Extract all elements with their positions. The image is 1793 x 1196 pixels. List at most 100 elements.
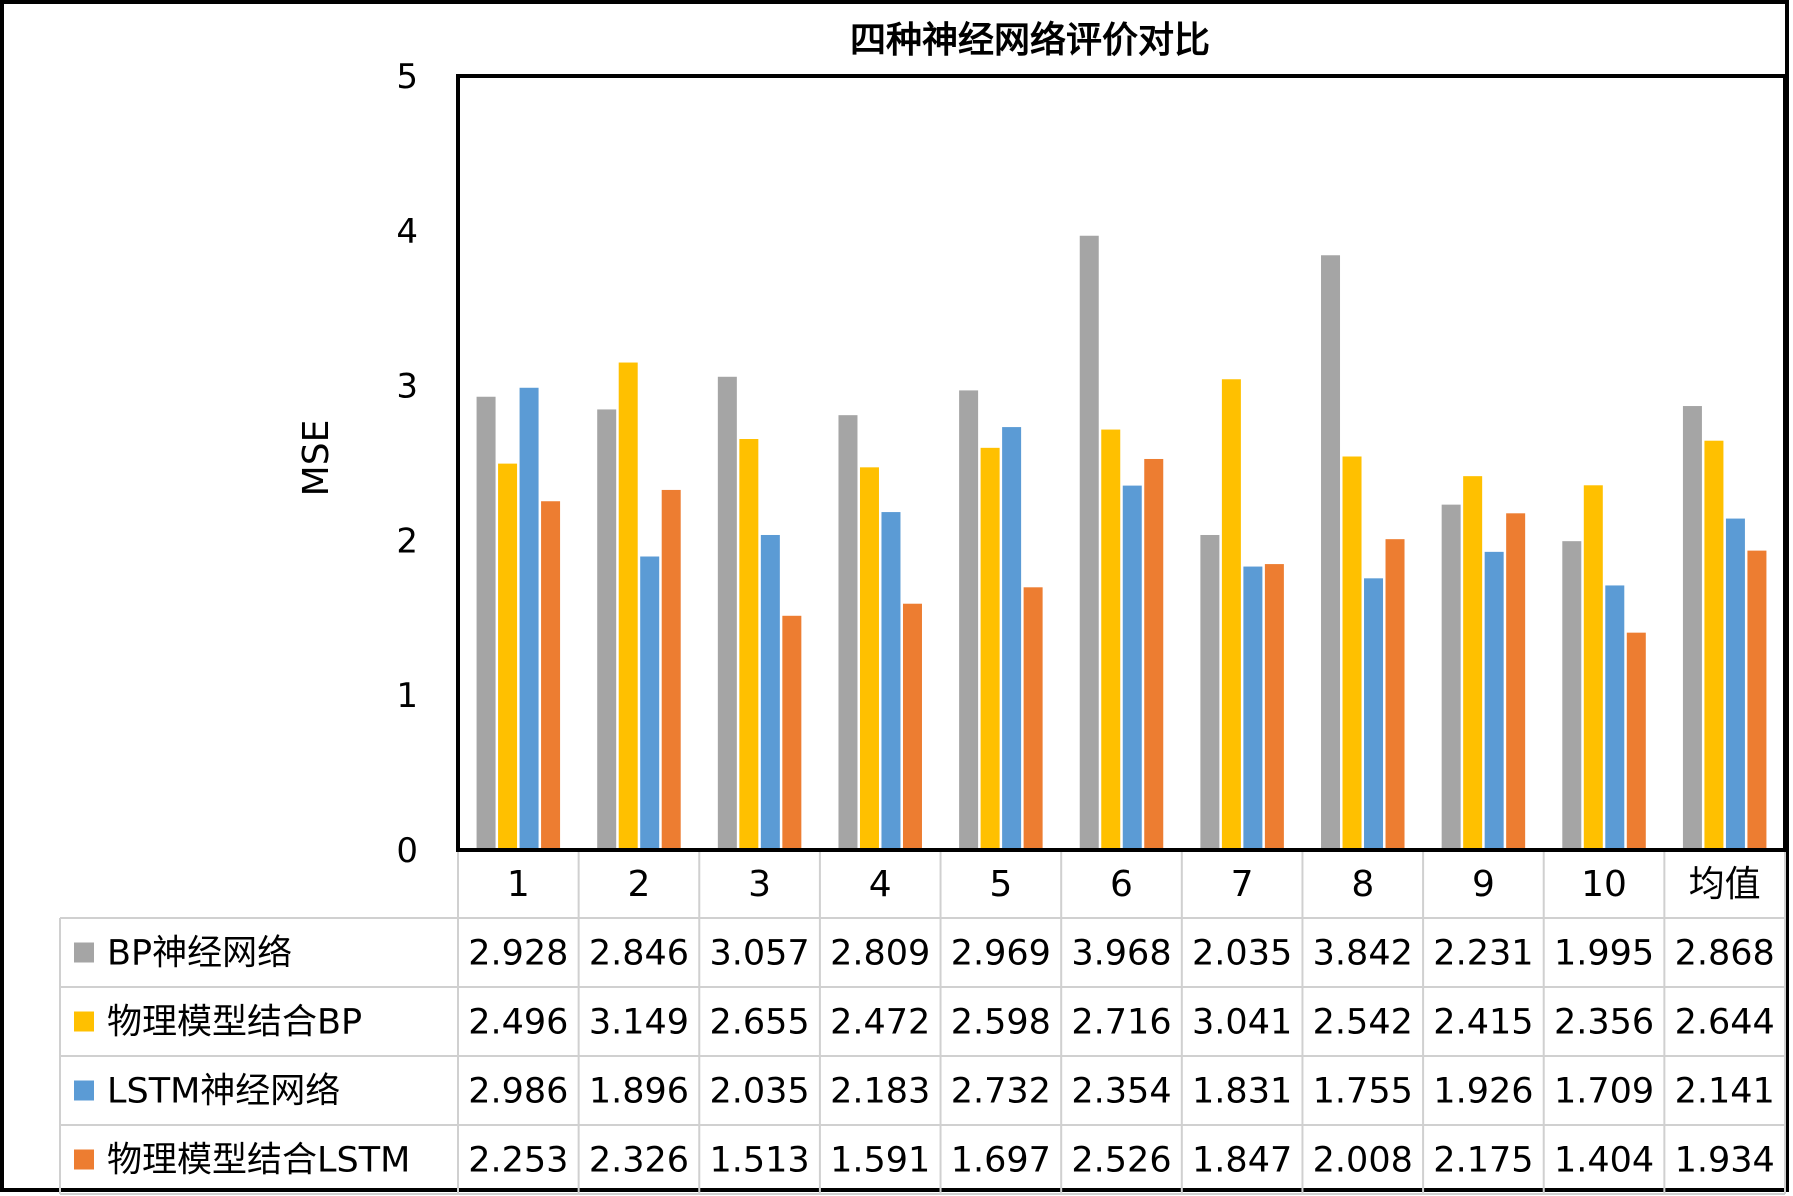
y-tick-labels: 0 1 2 3 4 5 xyxy=(396,57,418,871)
bar xyxy=(1200,534,1220,850)
bar xyxy=(1506,513,1526,850)
legend-key xyxy=(74,1011,94,1032)
legend-key xyxy=(74,1149,94,1170)
bar xyxy=(597,409,617,850)
data-label: 2.354 xyxy=(1071,1072,1171,1112)
bar xyxy=(1562,541,1582,850)
category-label: 10 xyxy=(1581,864,1627,905)
data-label: 2.986 xyxy=(468,1072,568,1112)
data-label: 2.644 xyxy=(1675,1003,1775,1043)
data-label: 2.809 xyxy=(830,934,930,974)
y-axis-label: MSE xyxy=(296,420,337,497)
data-label: 2.868 xyxy=(1675,934,1775,974)
category-label: 9 xyxy=(1472,864,1495,905)
bar xyxy=(859,467,879,850)
data-label: 2.732 xyxy=(951,1072,1051,1112)
data-label: 1.847 xyxy=(1192,1141,1292,1181)
bar xyxy=(541,501,561,850)
category-label: 4 xyxy=(869,864,892,905)
legend-key xyxy=(74,942,94,963)
category-label: 2 xyxy=(628,864,651,905)
data-label: 3.057 xyxy=(709,934,809,974)
bar xyxy=(1682,406,1702,850)
data-label: 2.231 xyxy=(1433,934,1533,974)
category-label: 3 xyxy=(748,864,771,905)
bar xyxy=(1747,550,1767,850)
chart-title: 四种神经网络评价对比 xyxy=(850,19,1210,61)
y-tick-label: 1 xyxy=(396,676,418,716)
data-label: 2.846 xyxy=(589,934,689,974)
category-label: 均值 xyxy=(1689,864,1761,905)
bar xyxy=(1626,632,1646,850)
data-label: 2.035 xyxy=(709,1072,809,1112)
bar xyxy=(838,415,858,850)
data-label: 1.591 xyxy=(830,1141,930,1181)
data-label: 1.755 xyxy=(1313,1072,1413,1112)
bar xyxy=(1704,440,1724,850)
data-label: 2.183 xyxy=(830,1072,930,1112)
bar xyxy=(661,489,681,850)
data-label: 1.934 xyxy=(1675,1141,1775,1181)
data-label: 3.842 xyxy=(1313,934,1413,974)
data-label: 1.831 xyxy=(1192,1072,1292,1112)
bar xyxy=(1385,539,1405,850)
bar xyxy=(959,390,979,850)
plot-frame xyxy=(456,74,1787,852)
data-label: 1.709 xyxy=(1554,1072,1654,1112)
bar xyxy=(717,376,737,850)
legend-key xyxy=(74,1080,94,1101)
bar xyxy=(1122,485,1142,850)
bar xyxy=(1364,578,1384,850)
data-label: 1.995 xyxy=(1554,934,1654,974)
bars xyxy=(476,235,1767,850)
data-label: 1.926 xyxy=(1433,1072,1533,1112)
category-label: 7 xyxy=(1231,864,1254,905)
bar xyxy=(476,396,496,850)
data-label: 2.035 xyxy=(1192,934,1292,974)
y-tick-label: 4 xyxy=(396,212,418,252)
data-label: 2.175 xyxy=(1433,1141,1533,1181)
data-label: 1.513 xyxy=(709,1141,809,1181)
bar xyxy=(1079,235,1099,850)
bar xyxy=(1101,429,1121,850)
data-label: 2.526 xyxy=(1071,1141,1171,1181)
data-label: 2.415 xyxy=(1433,1003,1533,1043)
legend-label: BP神经网络 xyxy=(107,934,292,974)
data-label: 1.697 xyxy=(951,1141,1051,1181)
bar xyxy=(1221,379,1241,850)
bar xyxy=(980,447,1000,850)
data-label: 2.598 xyxy=(951,1003,1051,1043)
y-tick-label: 0 xyxy=(396,831,418,871)
data-label: 1.404 xyxy=(1554,1141,1654,1181)
data-label: 2.655 xyxy=(709,1003,809,1043)
data-label: 3.149 xyxy=(589,1003,689,1043)
bar xyxy=(1725,518,1745,850)
bar xyxy=(1023,587,1043,850)
data-label: 2.141 xyxy=(1675,1072,1775,1112)
data-label: 2.496 xyxy=(468,1003,568,1043)
data-label: 2.716 xyxy=(1071,1003,1171,1043)
category-label: 8 xyxy=(1351,864,1374,905)
bar xyxy=(739,439,759,850)
legend-label: 物理模型结合LSTM xyxy=(107,1141,410,1181)
bar xyxy=(1484,551,1504,850)
data-label: 2.472 xyxy=(830,1003,930,1043)
bar xyxy=(1144,458,1164,850)
data-label: 2.326 xyxy=(589,1141,689,1181)
data-label: 2.253 xyxy=(468,1141,568,1181)
bar xyxy=(1463,476,1483,850)
bar xyxy=(519,387,539,850)
bar xyxy=(1321,255,1341,850)
data-label: 3.041 xyxy=(1192,1003,1292,1043)
bar xyxy=(1264,564,1284,850)
legend-label: 物理模型结合BP xyxy=(107,1003,362,1043)
bar xyxy=(1243,566,1263,850)
bar xyxy=(902,603,922,850)
data-label: 2.008 xyxy=(1313,1141,1413,1181)
bar xyxy=(618,362,638,850)
bar xyxy=(498,463,518,850)
bar xyxy=(1342,456,1362,850)
category-label: 1 xyxy=(507,864,530,905)
bar xyxy=(1441,504,1461,850)
